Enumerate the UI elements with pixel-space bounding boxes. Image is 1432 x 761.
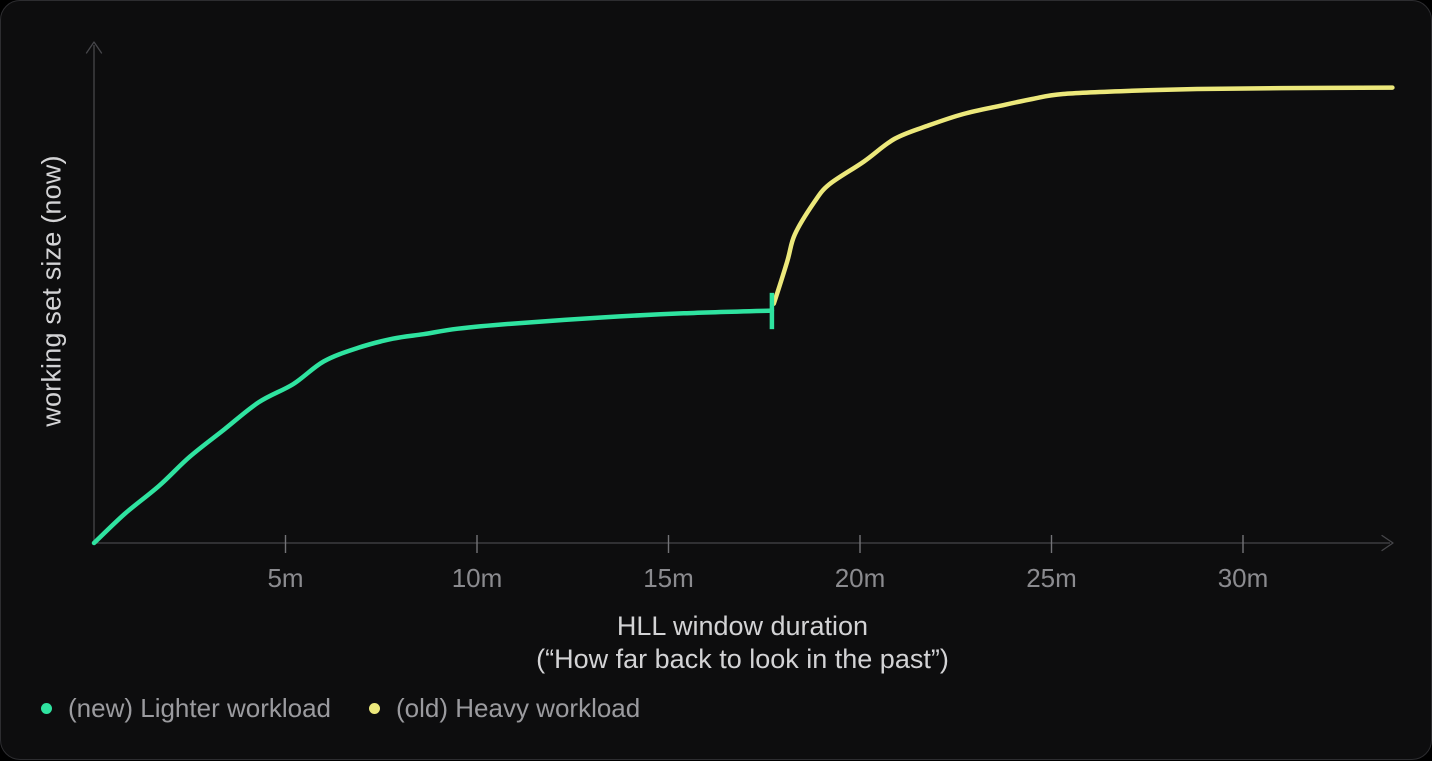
x-tick-label: 30m: [1218, 563, 1269, 593]
x-axis-arrow-icon: [1381, 534, 1394, 552]
x-axis-title: HLL window duration: [616, 611, 869, 641]
x-tick-label: 20m: [835, 563, 886, 593]
x-tick-label: 10m: [452, 563, 503, 593]
legend-label-lighter-workload: (new) Lighter workload: [68, 693, 332, 723]
x-tick-label: 25m: [1026, 563, 1077, 593]
legend-dot-yellow-icon: [369, 703, 381, 714]
x-axis-title-block: HLL window duration (“How far back to lo…: [94, 610, 1391, 676]
series-lighter-workload-line: [91, 308, 775, 546]
y-axis-arrow-icon: [85, 41, 103, 54]
y-axis-label: working set size (now): [36, 155, 67, 427]
legend-label-heavy-workload: (old) Heavy workload: [396, 693, 641, 723]
x-tick-label: 5m: [267, 563, 303, 593]
legend-item-heavy-workload: (old) Heavy workload: [369, 693, 640, 724]
x-axis-subtitle: (“How far back to look in the past”): [536, 644, 949, 674]
legend-item-lighter-workload: (new) Lighter workload: [41, 693, 331, 724]
x-tick-label: 15m: [643, 563, 694, 593]
legend-dot-green-icon: [41, 703, 52, 714]
chart-legend: (new) Lighter workload (old) Heavy workl…: [41, 693, 640, 724]
series-heavy-workload-line: [771, 85, 1395, 306]
